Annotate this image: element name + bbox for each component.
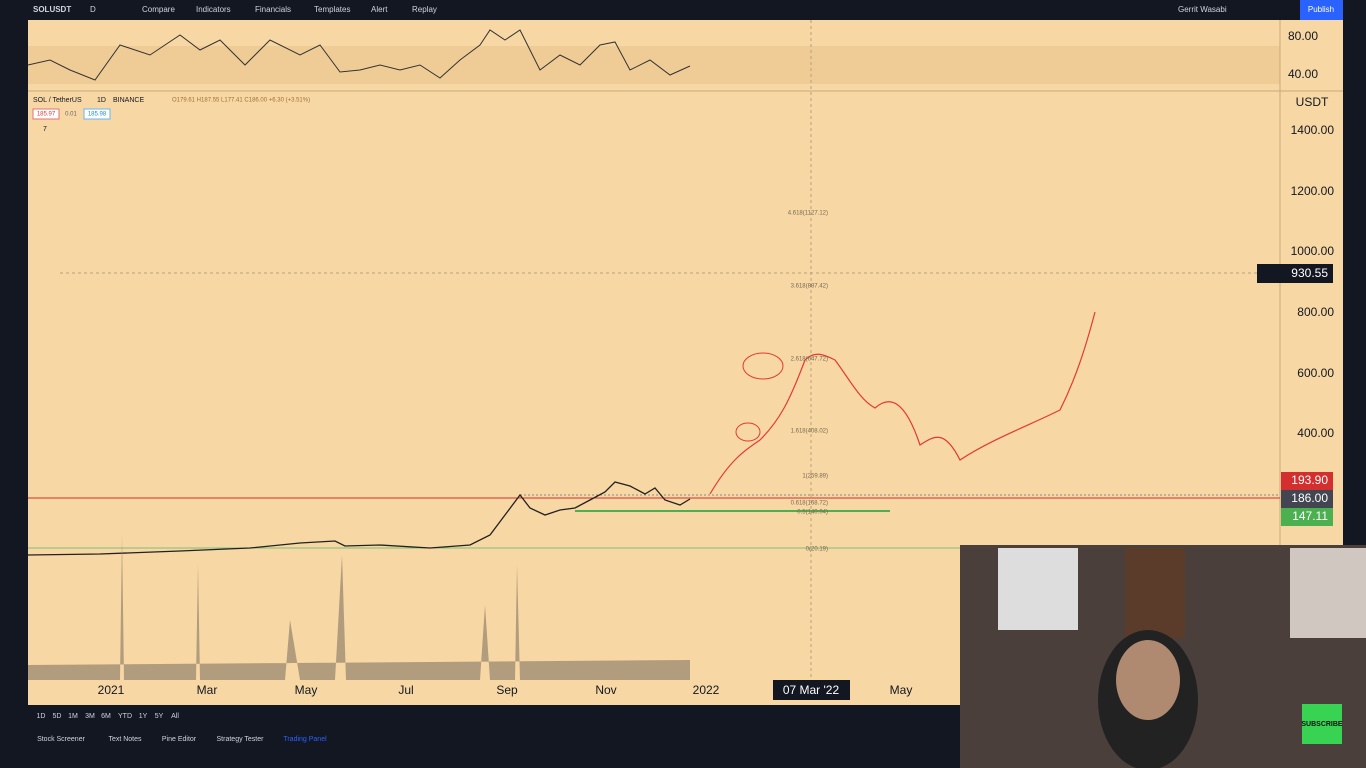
webcam — [960, 545, 1366, 768]
price-badge-label: 193.90 — [1291, 473, 1328, 487]
poster — [1290, 548, 1366, 638]
volume-silhouette — [28, 535, 690, 680]
fib-level-label: 0(20.19) — [806, 547, 828, 553]
toolbar-item[interactable]: Replay — [412, 5, 437, 14]
range-button[interactable]: 1Y — [139, 713, 148, 720]
fib-level-label: 2.618(647.72) — [791, 357, 828, 363]
subscribe-label[interactable]: SUBSCRIBE — [1301, 721, 1343, 728]
toolbar-item[interactable]: Alert — [371, 5, 388, 14]
bid-box — [32, 108, 60, 120]
rsi-axis-label: 80.00 — [1288, 29, 1318, 43]
price-axis-label: 400.00 — [1297, 426, 1334, 440]
toolbar-item[interactable]: Financials — [255, 5, 291, 14]
bottom-tab[interactable]: Strategy Tester — [217, 736, 265, 743]
fib-level-label: 0.5(140.04) — [797, 510, 828, 516]
price-badge-label: 186.00 — [1291, 491, 1328, 505]
interval[interactable]: D — [90, 5, 96, 14]
crosshair-date: 07 Mar '22 — [783, 683, 840, 697]
wall-art — [1125, 548, 1185, 638]
legend-pair: SOL / TetherUS — [33, 97, 82, 104]
legend-bid: 185.97 — [37, 112, 56, 118]
time-axis-label: May — [890, 683, 913, 697]
price-badge — [1281, 472, 1333, 490]
indicator-count[interactable]: 7 — [43, 126, 47, 133]
price-currency: USDT — [1296, 95, 1329, 109]
legend-interval: 1D — [97, 97, 106, 104]
wall-frame — [998, 548, 1078, 630]
fib-level-label: 3.618(887.42) — [791, 284, 828, 290]
legend-ask: 185.98 — [88, 112, 107, 118]
price-badge — [1281, 490, 1333, 508]
time-axis-label: Nov — [595, 683, 616, 697]
price-axis-label: 1200.00 — [1291, 184, 1335, 198]
rsi-band — [28, 46, 1280, 84]
rsi-axis-label: 40.00 — [1288, 67, 1318, 81]
legend-ohlc: O179.61 H187.55 L177.41 C186.00 +6.30 (+… — [172, 98, 310, 104]
crosshair-price: 930.55 — [1291, 266, 1328, 280]
symbol[interactable]: SOLUSDT — [33, 5, 71, 14]
crosshair-date-box — [773, 680, 850, 700]
time-axis-label: Mar — [197, 683, 218, 697]
bottom-tab[interactable]: Pine Editor — [162, 736, 197, 743]
user-name[interactable]: Gerrit Wasabi — [1178, 5, 1227, 14]
price-axis-label: 600.00 — [1297, 366, 1334, 380]
fib-level-label: 4.618(1127.12) — [788, 211, 828, 217]
drawn-circle — [735, 422, 761, 442]
fib-level-label: 1(259.89) — [802, 474, 828, 480]
fib-level-label: 1.618(408.02) — [791, 429, 828, 435]
range-button[interactable]: 1D — [37, 713, 46, 720]
legend-exchange: BINANCE — [113, 97, 144, 104]
range-button[interactable]: YTD — [118, 713, 132, 720]
time-axis-label: May — [295, 683, 318, 697]
range-button[interactable]: 5Y — [155, 713, 164, 720]
ask-box — [83, 108, 111, 120]
publish-label[interactable]: Publish — [1308, 5, 1334, 14]
subscribe-button[interactable] — [1302, 704, 1342, 744]
range-button[interactable]: 3M — [85, 713, 95, 720]
time-axis-label: Jul — [398, 683, 413, 697]
range-button[interactable]: 1M — [68, 713, 78, 720]
range-button[interactable]: All — [171, 713, 179, 720]
fib-level-label: 0.618(168.72) — [791, 501, 828, 507]
time-axis-label: Sep — [496, 683, 518, 697]
bottom-panel — [0, 705, 960, 768]
bottom-tab[interactable]: Trading Panel — [283, 736, 327, 743]
range-button[interactable]: 6M — [101, 713, 111, 720]
time-axis-label: 2021 — [98, 683, 125, 697]
range-button[interactable]: 5D — [53, 713, 62, 720]
drawn-circle — [742, 352, 784, 380]
bottom-tab[interactable]: Stock Screener — [37, 736, 86, 743]
price-badge — [1281, 508, 1333, 526]
time-axis-label: 2022 — [693, 683, 720, 697]
price-candles — [27, 481, 691, 556]
toolbar-item[interactable]: Compare — [142, 5, 175, 14]
price-axis-label: 1400.00 — [1291, 123, 1335, 137]
toolbar-item[interactable]: Templates — [314, 5, 350, 14]
toolbar-item[interactable]: Indicators — [196, 5, 231, 14]
publish-button[interactable] — [1300, 0, 1343, 20]
price-axis-label: 800.00 — [1297, 305, 1334, 319]
crosshair-price-box — [1257, 264, 1333, 283]
bottom-tab[interactable]: Text Notes — [108, 736, 142, 743]
legend-spread: 0.01 — [65, 112, 77, 118]
rsi-line — [27, 29, 691, 81]
face — [1116, 640, 1180, 720]
price-badge-label: 147.11 — [1292, 509, 1328, 523]
price-axis-label: 1000.00 — [1291, 244, 1335, 258]
drawn-projection — [709, 311, 1096, 495]
